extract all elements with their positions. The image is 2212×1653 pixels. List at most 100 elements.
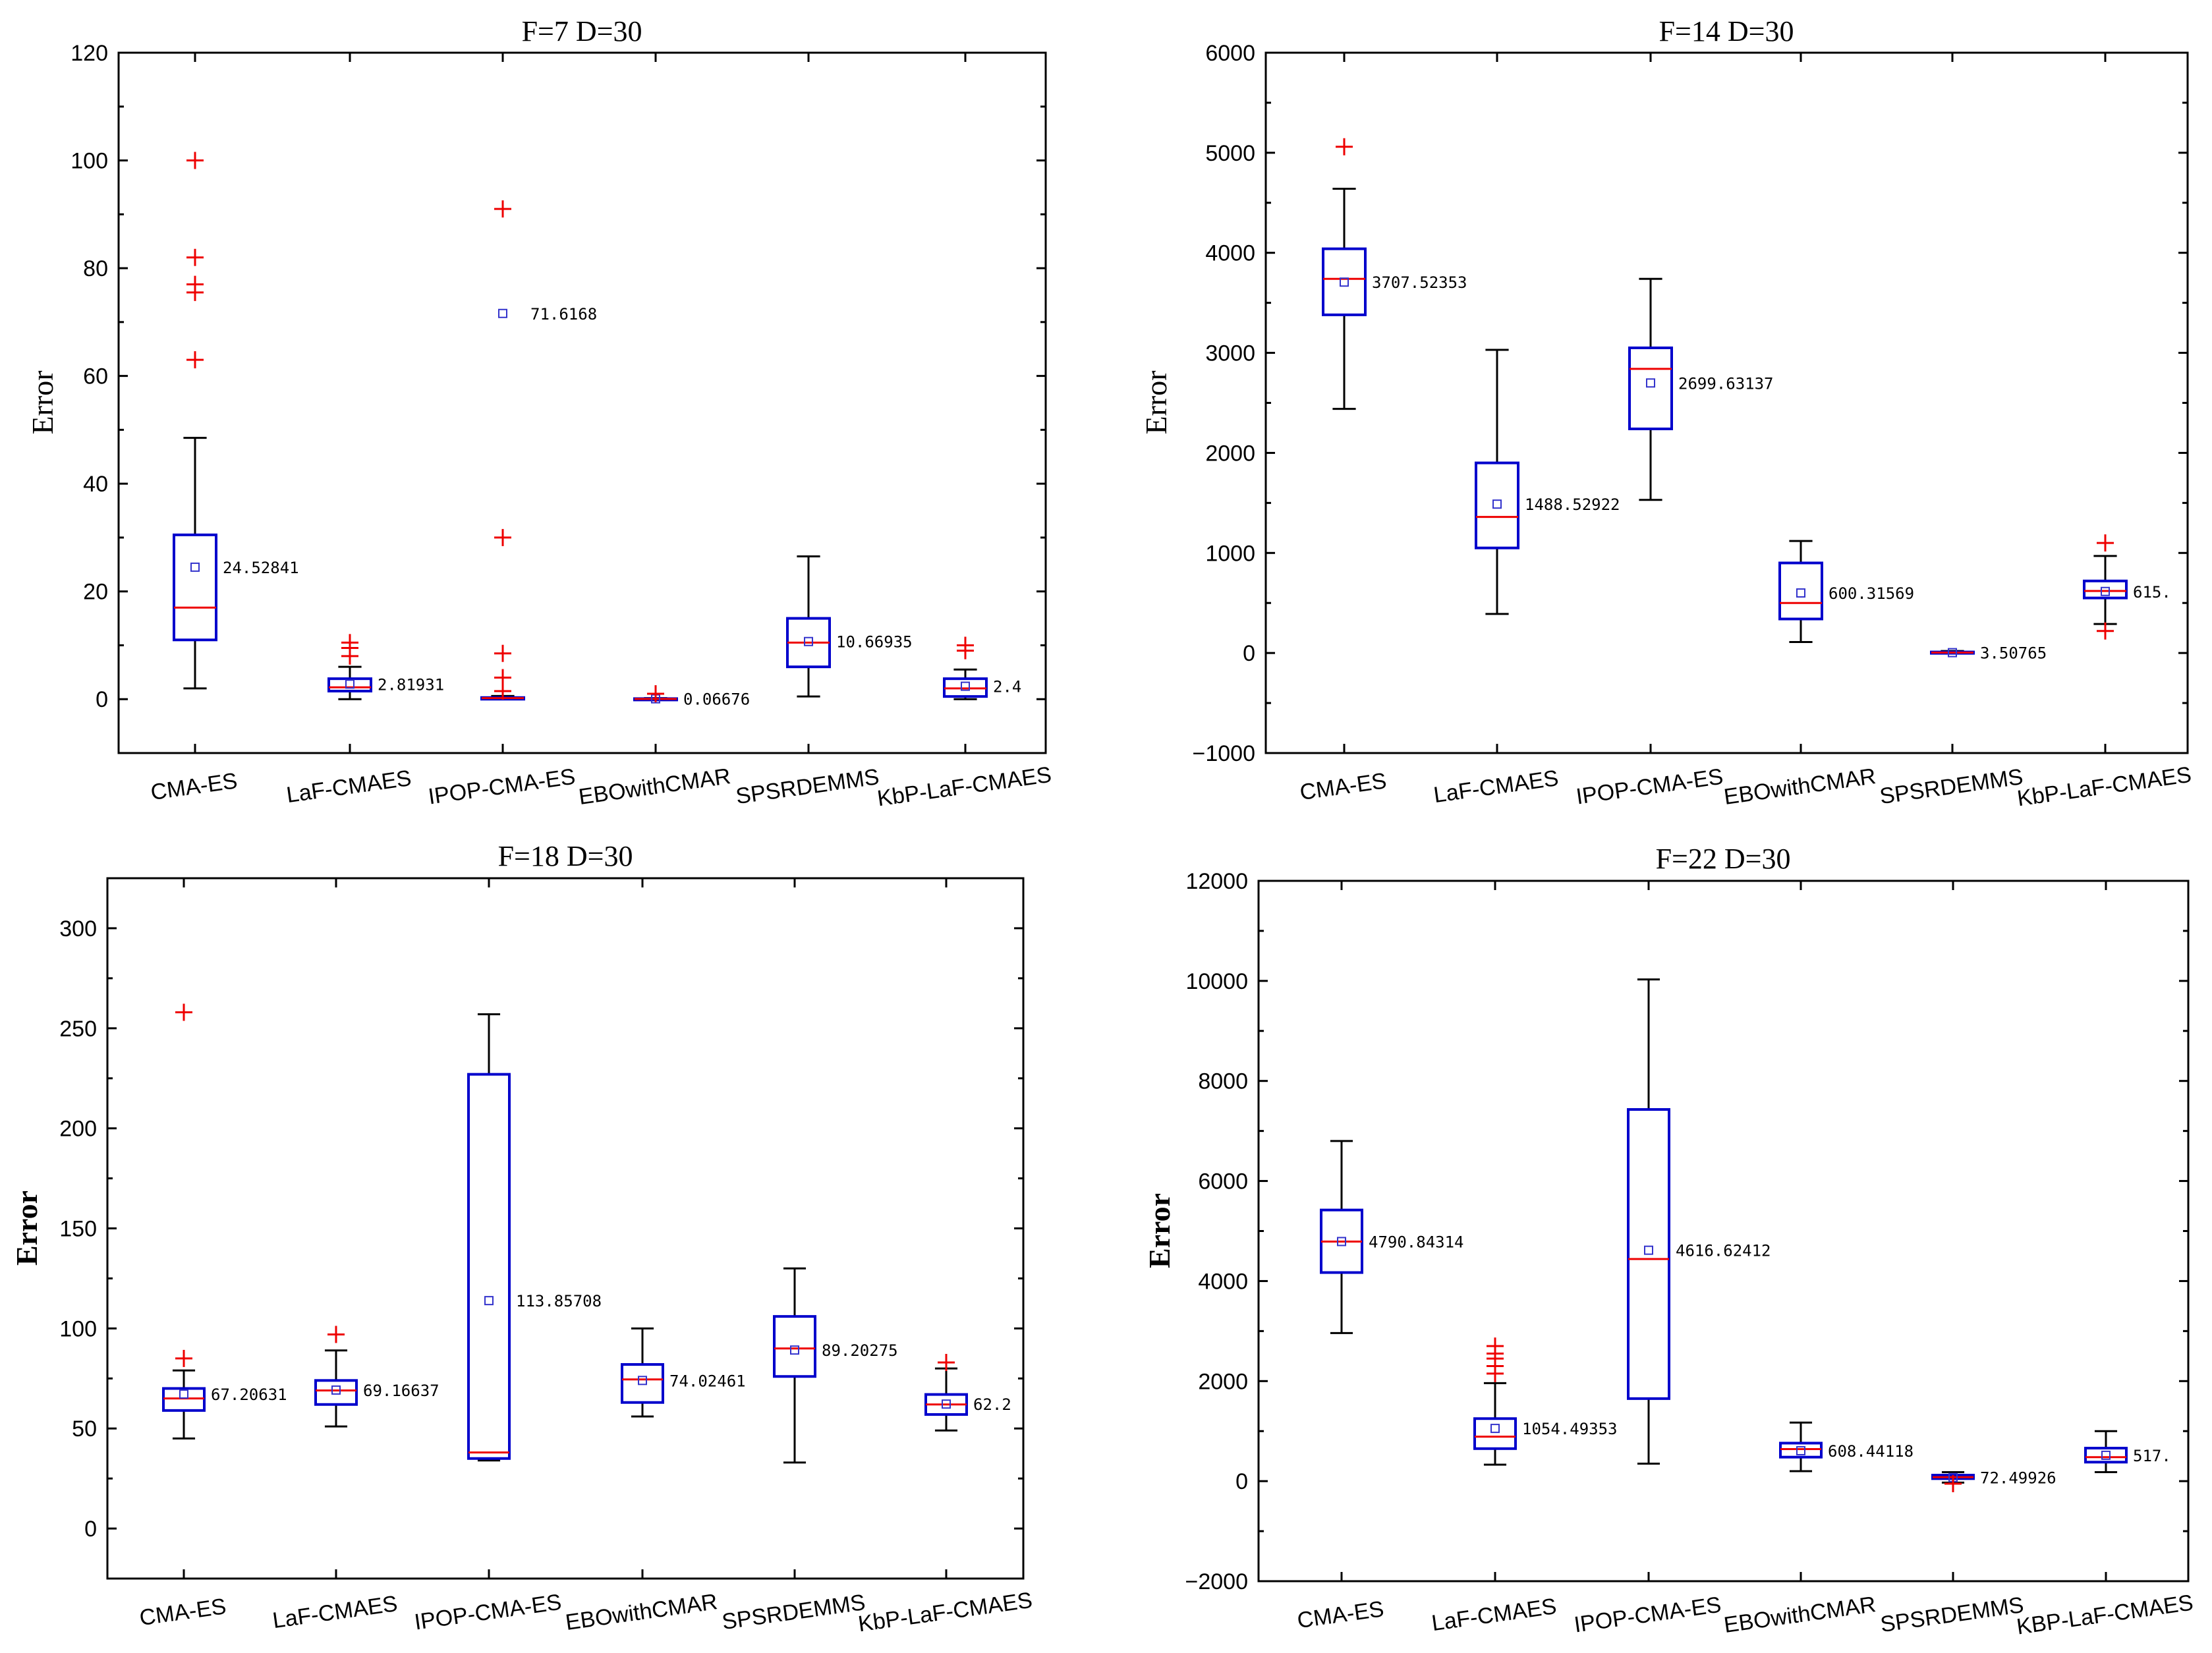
mean-label: 74.02461 <box>669 1372 746 1390</box>
boxplot-ebowithcmar: 0.06676 <box>633 53 750 753</box>
boxplot-cma-es: 3707.52353 <box>1322 53 1467 753</box>
x-tick-label: SPSRDEMMS <box>734 764 880 809</box>
x-tick-label: CMA-ES <box>1295 1596 1385 1633</box>
iqr-box <box>467 1073 511 1460</box>
y-tick-label: 20 <box>83 580 108 605</box>
y-tick-label: 10000 <box>1185 969 1248 994</box>
y-tick-label: 8000 <box>1198 1069 1248 1094</box>
y-tick-label: 2000 <box>1205 441 1255 466</box>
x-tick-label: LaF-CMAES <box>271 1591 399 1633</box>
mean-label: 10.66935 <box>836 633 913 652</box>
y-tick-label: 80 <box>83 256 108 281</box>
y-tick-label: 150 <box>59 1217 97 1242</box>
outlier <box>175 1003 192 1021</box>
mean-label: 1488.52922 <box>1525 495 1620 514</box>
outlier <box>186 248 204 266</box>
x-tick-label: CMA-ES <box>138 1594 227 1631</box>
outlier <box>1944 1474 1962 1492</box>
boxplot-laf-cmaes: 1488.52922 <box>1475 53 1620 753</box>
boxplot-cma-es: 67.20631 <box>162 878 287 1579</box>
boxplots: 3707.52353 1488.52922 2699.63137 600.31569 3… <box>1322 53 2171 753</box>
panel-3: F=18 D=30 Error 0 50 100 150 200 250 300 67.20… <box>10 840 1034 1637</box>
x-tick-label: CMA-ES <box>1298 768 1388 805</box>
x-tick-label: KbP-LaF-CMAES <box>857 1588 1034 1637</box>
x-tick-label: EBOwithCMAR <box>577 764 732 810</box>
iqr-box <box>1778 561 1823 621</box>
outlier <box>494 200 511 218</box>
y-tick-label: −1000 <box>1193 741 1256 766</box>
boxplot-laf-cmaes: 1054.49353 <box>1473 881 1618 1581</box>
iqr-box <box>621 1363 664 1404</box>
chart-title: F=14 D=30 <box>1659 15 1794 47</box>
y-tick-label: 0 <box>1235 1469 1248 1494</box>
y-tick-label: 0 <box>96 687 108 712</box>
mean-label: 89.20275 <box>822 1341 898 1360</box>
mean-marker <box>498 308 507 318</box>
mean-marker <box>1337 1237 1346 1247</box>
plot-frame <box>1264 51 2189 754</box>
x-tick-label: IPOP-CMA-ES <box>1575 764 1725 810</box>
outlier <box>494 528 511 546</box>
y-tick-label: 300 <box>59 916 97 941</box>
iqr-box <box>1475 461 1519 549</box>
outlier <box>2097 622 2114 640</box>
outlier <box>494 669 511 686</box>
iqr-box <box>314 1379 358 1406</box>
y-tick-label: 6000 <box>1198 1169 1248 1194</box>
x-tick-label: SPSRDEMMS <box>720 1590 866 1635</box>
boxplot-ipop-cma-es: 71.6168 <box>480 53 597 753</box>
y-tick-label: 200 <box>59 1117 97 1142</box>
boxplot-kbp-laf-cmaes: 62.2 <box>924 878 1011 1579</box>
x-tick-label: LaF-CMAES <box>1432 766 1560 808</box>
mean-marker <box>345 679 354 689</box>
x-tick-label: LaF-CMAES <box>1430 1594 1558 1636</box>
plot-frame <box>106 877 1025 1580</box>
outlier <box>494 644 511 662</box>
x-tick-label: SPSRDEMMS <box>1878 764 2024 809</box>
outlier <box>341 634 358 652</box>
y-tick-label: 100 <box>59 1316 97 1341</box>
outlier <box>957 636 974 654</box>
mean-label: 67.20631 <box>211 1386 287 1404</box>
mean-label: 600.31569 <box>1829 584 1914 603</box>
y-tick-label: 1000 <box>1205 541 1255 566</box>
outlier <box>186 275 204 293</box>
x-tick-label: EBOwithCMAR <box>564 1589 719 1635</box>
y-tick-label: −2000 <box>1185 1569 1249 1594</box>
mean-label: 0.06676 <box>683 690 750 709</box>
boxplot-laf-cmaes: 2.81931 <box>327 53 444 753</box>
boxplot-kbp-laf-cmaes: 615. <box>2083 53 2171 753</box>
y-tick-label: 250 <box>59 1017 97 1042</box>
boxplot-cma-es: 24.52841 <box>173 53 299 753</box>
boxplot-spsrdemms: 3.50765 <box>1930 53 2047 753</box>
boxplot-kbp-laf-cmaes: 2.4 <box>943 53 1021 753</box>
boxplots: 67.20631 69.16637 113.85708 74.02461 89.2027… <box>162 878 1011 1579</box>
outlier <box>1336 138 1353 155</box>
mean-label: 615. <box>2133 583 2171 602</box>
mean-marker <box>638 1376 647 1386</box>
boxplot-ipop-cma-es: 2699.63137 <box>1628 53 1774 753</box>
mean-marker <box>2101 1450 2111 1460</box>
boxplot-ebowithcmar: 74.02461 <box>621 878 746 1579</box>
outlier <box>327 1326 345 1343</box>
mean-label: 2.4 <box>993 678 1021 696</box>
y-tick-label: 40 <box>83 472 108 497</box>
mean-label: 3707.52353 <box>1372 273 1467 292</box>
boxplot-spsrdemms: 72.49926 <box>1931 881 2056 1581</box>
panel-2: F=14 D=30 Error −1000 0 1000 2000 3000 4000 50… <box>1139 15 2193 811</box>
mean-marker <box>190 562 200 572</box>
y-ticks: 0 20 40 60 80 100 120 <box>71 41 1046 712</box>
iqr-box <box>162 1387 206 1412</box>
outlier <box>2097 534 2114 552</box>
y-axis-label: Error <box>1139 370 1173 434</box>
mean-marker <box>1644 1245 1653 1255</box>
mean-marker <box>2101 586 2110 596</box>
x-tick-label: KBP-LaF-CMAES <box>2015 1590 2195 1639</box>
mean-marker <box>1490 1424 1500 1434</box>
y-tick-label: 12000 <box>1185 869 1248 894</box>
mean-label: 113.85708 <box>516 1292 602 1310</box>
mean-marker <box>1492 499 1502 509</box>
